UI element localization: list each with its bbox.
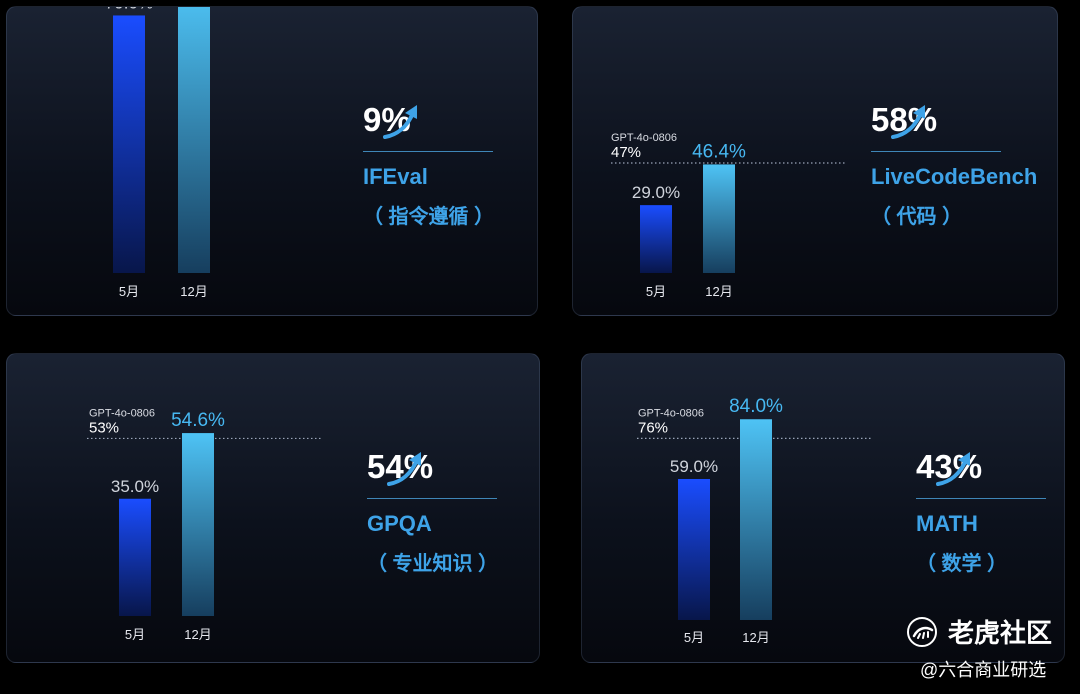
chart-panel-ifeval: GPT-4o-080687%79.0%5月86.3%12月 9% IFEval … [6, 6, 538, 316]
category-label-may: 5月 [646, 284, 666, 299]
gpqa-info: 54% GPQA （ 专业知识 ） [367, 448, 498, 576]
value-label-may: 59.0% [670, 457, 718, 476]
improvement-value: 9% [363, 101, 411, 138]
category-label-may: 5月 [119, 284, 139, 299]
ifeval-info: 9% IFEval （ 指令遵循 ） [363, 101, 494, 229]
category-label-dec: 12月 [180, 284, 207, 299]
reference-name: GPT-4o-0806 [638, 407, 704, 419]
bar-may [640, 205, 672, 273]
category-label-dec: 12月 [705, 284, 732, 299]
watermark: 老虎社区 [906, 613, 1052, 650]
divider [916, 498, 1046, 499]
bar-dec [182, 433, 214, 616]
reference-name: GPT-4o-0806 [611, 132, 677, 144]
category-label-dec: 12月 [742, 630, 769, 645]
rising-arrow-icon [936, 452, 970, 486]
benchmark-subtitle: （ 数学 ） [916, 553, 1008, 575]
reference-name: GPT-4o-0806 [89, 407, 155, 419]
value-label-dec: 84.0% [729, 396, 783, 417]
benchmark-name: MATH [916, 511, 978, 536]
benchmark-name: GPQA [367, 511, 432, 536]
category-label-dec: 12月 [184, 627, 211, 642]
ifeval-bar-chart: GPT-4o-080687%79.0%5月86.3%12月 [105, 7, 210, 299]
divider [871, 151, 1001, 152]
chart-panel-livecodebench: GPT-4o-0806 47% 29.0% 5月 46.4% 12月 58% LiveCo… [572, 6, 1058, 316]
value-label-may: 79.0% [105, 7, 153, 12]
value-label-may: 29.0% [632, 183, 680, 202]
watermark-source: @六合商业研选 [920, 660, 1047, 680]
watermark-name: 老虎社区 [948, 618, 1053, 648]
benchmark-name: IFEval [363, 164, 428, 189]
benchmark-subtitle: （ 专业知识 ） [367, 553, 499, 575]
reference-value: 76% [638, 419, 668, 436]
bar-dec [178, 7, 210, 274]
bar-dec [740, 419, 772, 620]
rising-arrow-icon [891, 105, 925, 139]
value-label-may: 35.0% [111, 477, 159, 496]
rising-arrow-icon [383, 105, 417, 139]
divider [363, 151, 493, 152]
bar-dec [703, 164, 735, 273]
value-label-dec: 54.6% [171, 410, 225, 431]
bar-may [119, 498, 151, 616]
value-label-dec: 46.4% [692, 141, 746, 162]
chart-panel-gpqa: GPT-4o-0806 53% 35.0% 5月 54.6% 12月 54% GPQA （… [6, 353, 540, 663]
math-info: 43% MATH （ 数学 ） [916, 448, 1046, 576]
category-label-may: 5月 [684, 630, 704, 645]
rising-arrow-icon [387, 452, 421, 486]
reference-value: 47% [611, 144, 641, 161]
benchmark-subtitle: （ 指令遵循 ） [363, 206, 495, 228]
benchmark-subtitle: （ 代码 ） [871, 206, 963, 228]
chart-panel-math: GPT-4o-0806 76% 59.0% 5月 84.0% 12月 43% MATH （… [581, 353, 1065, 663]
tiger-logo-icon [907, 616, 937, 647]
bar-may [678, 478, 710, 620]
divider [367, 498, 497, 499]
bar-may [113, 15, 145, 274]
category-label-may: 5月 [125, 627, 145, 642]
livecodebench-info: 58% LiveCodeBench （ 代码 ） [871, 101, 1037, 229]
benchmark-name: LiveCodeBench [871, 164, 1038, 189]
reference-value: 53% [89, 419, 119, 436]
